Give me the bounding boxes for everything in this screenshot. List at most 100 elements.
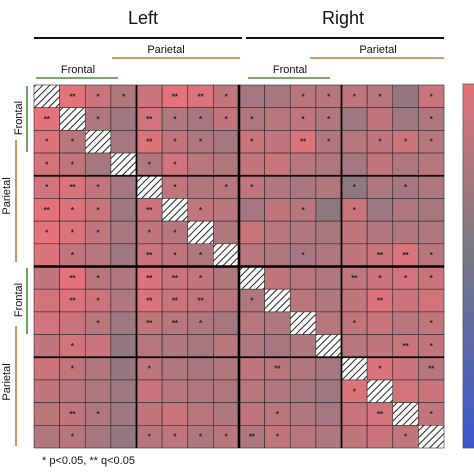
- significance-mark-5-0: **: [44, 206, 51, 215]
- heatmap-cell-4-13: [366, 175, 394, 199]
- heatmap-cell-13-0: [33, 379, 60, 403]
- heatmap-cell-10-1: [59, 311, 86, 335]
- significance-mark-15-5: *: [173, 433, 177, 442]
- top-label-right-frontal: Frontal: [273, 64, 307, 76]
- significance-mark-1-0: **: [44, 115, 51, 124]
- heatmap-cell-11-3: [110, 334, 137, 358]
- heatmap-cell-10-14: [392, 311, 419, 335]
- significance-mark-6-1: *: [71, 228, 75, 237]
- heatmap-cell-14-12: [341, 402, 368, 426]
- heatmap-cell-11-0: [33, 334, 60, 358]
- heatmap-cell-7-2: [84, 243, 112, 267]
- significance-mark-15-4: *: [148, 433, 152, 442]
- significance-mark-4-1: **: [69, 183, 76, 192]
- heatmap-cell-6-8: [238, 220, 265, 245]
- heatmap-cell-11-10: [289, 334, 317, 358]
- heatmap-cell-13-9: [264, 379, 291, 403]
- top-label-right-parietal: Parietal: [359, 44, 396, 56]
- heatmap-cell-6-12: [341, 220, 368, 245]
- significance-mark-3-0: *: [45, 160, 49, 169]
- diagonal-cell-7: [213, 243, 240, 267]
- significance-mark-0-3: *: [122, 92, 126, 101]
- heatmap-cell-1-13: [366, 107, 394, 131]
- heatmap-cell-3-12: [341, 152, 368, 177]
- significance-mark-15-14: *: [404, 433, 408, 442]
- heatmap-cell-5-11: [315, 198, 342, 222]
- heatmap-cell-9-3: [110, 288, 137, 313]
- significance-mark-5-4: **: [146, 206, 153, 215]
- heatmap-cell-9-10: [289, 288, 317, 313]
- heatmap-cell-13-15: [418, 379, 445, 403]
- heatmap-cell-6-14: [392, 220, 419, 245]
- significance-mark-14-13: **: [377, 410, 384, 419]
- heatmap-cell-1-12: [341, 107, 368, 131]
- heatmap-cell-5-7: [213, 198, 240, 222]
- heatmap-cell-6-3: [110, 220, 137, 245]
- heatmap-cell-6-10: [289, 220, 317, 245]
- heatmap-cell-3-8: [238, 152, 265, 177]
- significance-mark-8-6: *: [199, 274, 203, 283]
- significance-mark-4-2: *: [96, 183, 100, 192]
- significance-mark-3-4: *: [148, 160, 152, 169]
- heatmap-cell-2-9: [264, 130, 291, 154]
- heatmap-cell-5-8: [238, 198, 265, 222]
- diagonal-cell-12: [341, 356, 368, 381]
- diagonal-cell-4: [136, 175, 163, 199]
- heatmap-cell-5-13: [366, 198, 394, 222]
- diagonal-cell-2: [84, 130, 112, 154]
- heatmap-cell-1-14: [392, 107, 419, 131]
- diagonal-cell-10: [289, 311, 317, 335]
- significance-mark-5-10: *: [301, 206, 305, 215]
- heatmap-cell-4-10: [289, 175, 317, 199]
- heatmap-cell-12-7: [213, 356, 240, 381]
- significance-mark-0-10: *: [301, 92, 305, 101]
- heatmap-cell-6-9: [264, 220, 291, 245]
- heatmap-cell-11-5: [161, 334, 189, 358]
- significance-mark-8-4: **: [146, 274, 153, 283]
- heatmap-cell-9-15: [418, 288, 445, 313]
- significance-mark-9-13: **: [377, 297, 384, 306]
- heatmap-cell-11-9: [264, 334, 291, 358]
- heatmap-cell-14-3: [110, 402, 137, 426]
- heatmap-cell-13-11: [315, 379, 342, 403]
- heatmap-cell-11-4: [136, 334, 163, 358]
- significance-mark-1-10: *: [301, 115, 305, 124]
- diagonal-cell-15: [418, 425, 445, 449]
- significance-mark-2-4: **: [146, 138, 153, 147]
- heatmap-cell-12-14: [392, 356, 419, 381]
- significance-mark-12-15: **: [428, 365, 435, 374]
- significance-mark-0-12: *: [353, 92, 357, 101]
- significance-mark-4-7: *: [225, 183, 229, 192]
- heatmap-cell-14-5: [161, 402, 189, 426]
- significance-mark-12-9: **: [274, 365, 281, 374]
- side-label-right-frontal: Frontal: [13, 283, 25, 317]
- heatmap-cell-13-14: [392, 379, 419, 403]
- significance-mark-11-15: *: [430, 342, 434, 351]
- heatmap-cell-11-6: [187, 334, 214, 358]
- heatmap-cell-15-12: [341, 425, 368, 449]
- significance-mark-2-11: *: [327, 138, 331, 147]
- significance-mark-4-5: *: [173, 183, 177, 192]
- significance-mark-7-13: **: [377, 251, 384, 260]
- significance-mark-8-2: *: [96, 274, 100, 283]
- significance-mark-10-12: *: [353, 319, 357, 328]
- significance-mark-1-7: *: [225, 115, 229, 124]
- diagonal-cell-5: [161, 198, 189, 222]
- colorbar: [462, 83, 474, 449]
- heatmap-cell-15-0: [33, 425, 60, 449]
- top-label-left-parietal: Parietal: [147, 44, 184, 56]
- significance-legend: * p<0.05, ** q<0.05: [42, 455, 135, 467]
- heatmap-cell-7-0: [33, 243, 60, 267]
- heatmap-cell-4-3: [110, 175, 137, 199]
- significance-mark-2-14: *: [404, 138, 408, 147]
- significance-mark-12-13: *: [378, 365, 382, 374]
- significance-mark-15-9: *: [276, 433, 280, 442]
- significance-mark-3-5: *: [173, 160, 177, 169]
- diagonal-cell-8: [238, 266, 265, 290]
- heatmap-cell-12-6: [187, 356, 214, 381]
- significance-mark-5-2: *: [96, 206, 100, 215]
- heatmap-cell-14-0: [33, 402, 60, 426]
- significance-mark-0-7: *: [225, 92, 229, 101]
- significance-mark-4-12: *: [353, 183, 357, 192]
- significance-mark-15-7: *: [225, 433, 229, 442]
